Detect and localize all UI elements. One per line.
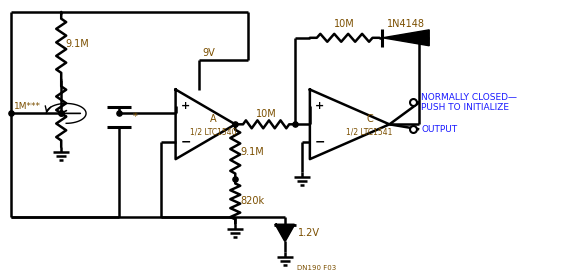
Text: 9.1M: 9.1M	[240, 147, 264, 157]
Polygon shape	[383, 30, 429, 46]
Text: 1N4148: 1N4148	[387, 19, 425, 29]
Text: +: +	[180, 101, 190, 111]
Text: 1.2V: 1.2V	[298, 228, 320, 238]
Text: DN190 F03: DN190 F03	[297, 264, 336, 270]
Text: 1/2 LTC1540: 1/2 LTC1540	[190, 128, 236, 137]
Text: 820k: 820k	[240, 196, 264, 207]
Text: 9.1M: 9.1M	[65, 39, 89, 49]
Text: *: *	[133, 112, 138, 122]
Text: −: −	[180, 136, 191, 149]
Text: 10M: 10M	[256, 109, 276, 119]
Text: OUTPUT: OUTPUT	[421, 125, 457, 134]
Polygon shape	[276, 225, 294, 241]
Text: NORMALLY CLOSED—: NORMALLY CLOSED—	[421, 93, 517, 102]
Text: 10M: 10M	[334, 19, 355, 29]
Text: 1/2 LTC1541: 1/2 LTC1541	[347, 128, 393, 137]
Text: +: +	[315, 101, 324, 111]
Text: −: −	[315, 136, 325, 149]
Text: PUSH TO INITIALIZE: PUSH TO INITIALIZE	[421, 103, 509, 112]
Text: 1M***: 1M***	[14, 102, 41, 111]
Text: 9V: 9V	[203, 48, 215, 58]
Text: C: C	[366, 114, 373, 124]
Text: A: A	[210, 114, 216, 124]
